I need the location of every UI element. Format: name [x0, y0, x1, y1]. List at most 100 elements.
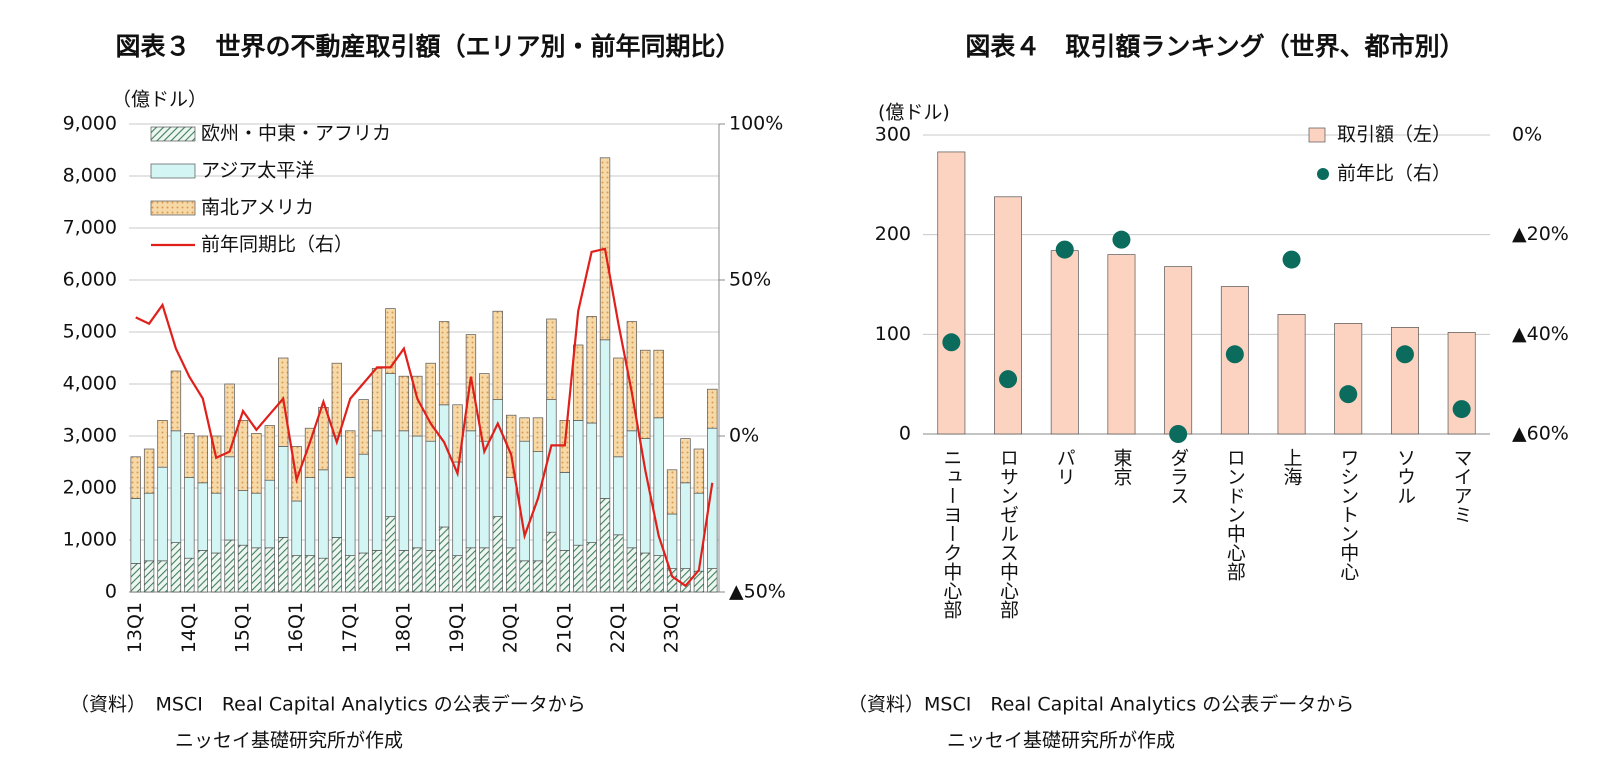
bar	[425, 440, 436, 551]
x-tick-label: ダラス	[1167, 448, 1189, 505]
x-tick-label: 19Q1	[446, 602, 468, 653]
bar	[492, 399, 503, 517]
bar	[546, 531, 557, 593]
legend-label: 欧州・中東・アフリカ	[201, 123, 391, 145]
bar	[573, 420, 584, 546]
bar	[143, 492, 155, 562]
bar	[613, 456, 624, 536]
bar	[707, 568, 718, 593]
bar	[425, 362, 436, 442]
bar	[1050, 250, 1079, 435]
bar	[1447, 331, 1476, 435]
bar	[130, 498, 141, 564]
y-axis-label: (億ドル)	[878, 102, 950, 124]
bar	[626, 321, 638, 432]
y-tick-label: 9,000	[63, 113, 117, 135]
bar	[331, 435, 343, 538]
bar	[465, 547, 477, 593]
bar	[398, 430, 410, 551]
bar	[994, 196, 1023, 435]
legend-swatch	[150, 163, 196, 179]
bar	[264, 479, 275, 549]
bar	[157, 420, 168, 468]
bar	[613, 534, 624, 593]
bar	[505, 414, 517, 478]
source-note: ニッセイ基礎研究所が作成	[947, 730, 1175, 752]
bar	[170, 430, 182, 543]
x-tick-label: ニューヨーク中心部	[940, 448, 962, 619]
bar	[640, 349, 651, 439]
bar	[666, 568, 678, 593]
x-tick-label: 15Q1	[231, 602, 253, 653]
bar	[130, 456, 141, 499]
bar	[1107, 254, 1136, 435]
bar	[666, 469, 678, 515]
legend-label: 前年同期比（右）	[201, 234, 353, 256]
bar	[197, 482, 208, 551]
bar	[345, 555, 356, 593]
bar	[345, 477, 356, 556]
bar	[586, 542, 597, 593]
y2-tick-label: 0%	[1512, 124, 1542, 146]
bar	[331, 537, 343, 593]
y-tick-label: 0	[899, 423, 911, 445]
y-tick-label: 3,000	[63, 425, 117, 447]
bar	[237, 544, 249, 593]
bar	[492, 310, 503, 400]
bar	[680, 482, 691, 569]
dot	[1112, 230, 1131, 249]
x-tick-label: 14Q1	[178, 602, 200, 653]
legend-label: 南北アメリカ	[201, 197, 314, 219]
bar	[519, 560, 530, 593]
bar	[1164, 266, 1193, 435]
bar	[210, 492, 222, 554]
bar	[532, 417, 544, 452]
bar	[479, 373, 490, 442]
bar	[666, 513, 678, 569]
y-tick-label: 6,000	[63, 269, 117, 291]
bar	[291, 500, 302, 556]
bar	[532, 560, 544, 593]
bar	[479, 547, 490, 593]
y2-tick-label: 0%	[729, 425, 759, 447]
bar	[358, 552, 369, 593]
dot	[999, 370, 1018, 389]
legend-swatch	[150, 126, 196, 142]
bar	[358, 399, 369, 455]
x-tick-label: ワシントン中心	[1337, 448, 1359, 581]
bar	[331, 362, 343, 437]
dot	[1225, 345, 1244, 364]
bar	[304, 477, 316, 556]
bar	[653, 349, 664, 419]
x-tick-label: 20Q1	[500, 602, 522, 653]
x-tick-label: 21Q1	[553, 602, 575, 653]
bar	[264, 425, 275, 481]
bar	[304, 555, 316, 593]
y-tick-label: 200	[875, 223, 911, 245]
bar	[291, 555, 302, 593]
dot	[1169, 425, 1188, 443]
bar	[626, 430, 638, 549]
bar	[371, 550, 383, 593]
dot	[1282, 250, 1301, 269]
bar	[640, 552, 651, 593]
bar	[318, 557, 329, 593]
legend-label: 取引額（左）	[1337, 124, 1451, 146]
bar	[237, 490, 249, 546]
x-tick-label: マイアミ	[1451, 448, 1473, 524]
dot	[1452, 400, 1471, 419]
bar	[371, 368, 383, 432]
bar	[626, 547, 638, 593]
bar	[385, 516, 396, 593]
bar	[318, 469, 329, 559]
bar	[438, 321, 450, 406]
bar	[184, 433, 195, 478]
y-tick-label: 7,000	[63, 217, 117, 239]
bar	[425, 550, 436, 593]
y-axis-label: （億ドル）	[112, 89, 207, 111]
bar	[693, 448, 705, 494]
bar	[412, 547, 423, 593]
bar	[398, 375, 410, 432]
bar	[546, 318, 557, 400]
